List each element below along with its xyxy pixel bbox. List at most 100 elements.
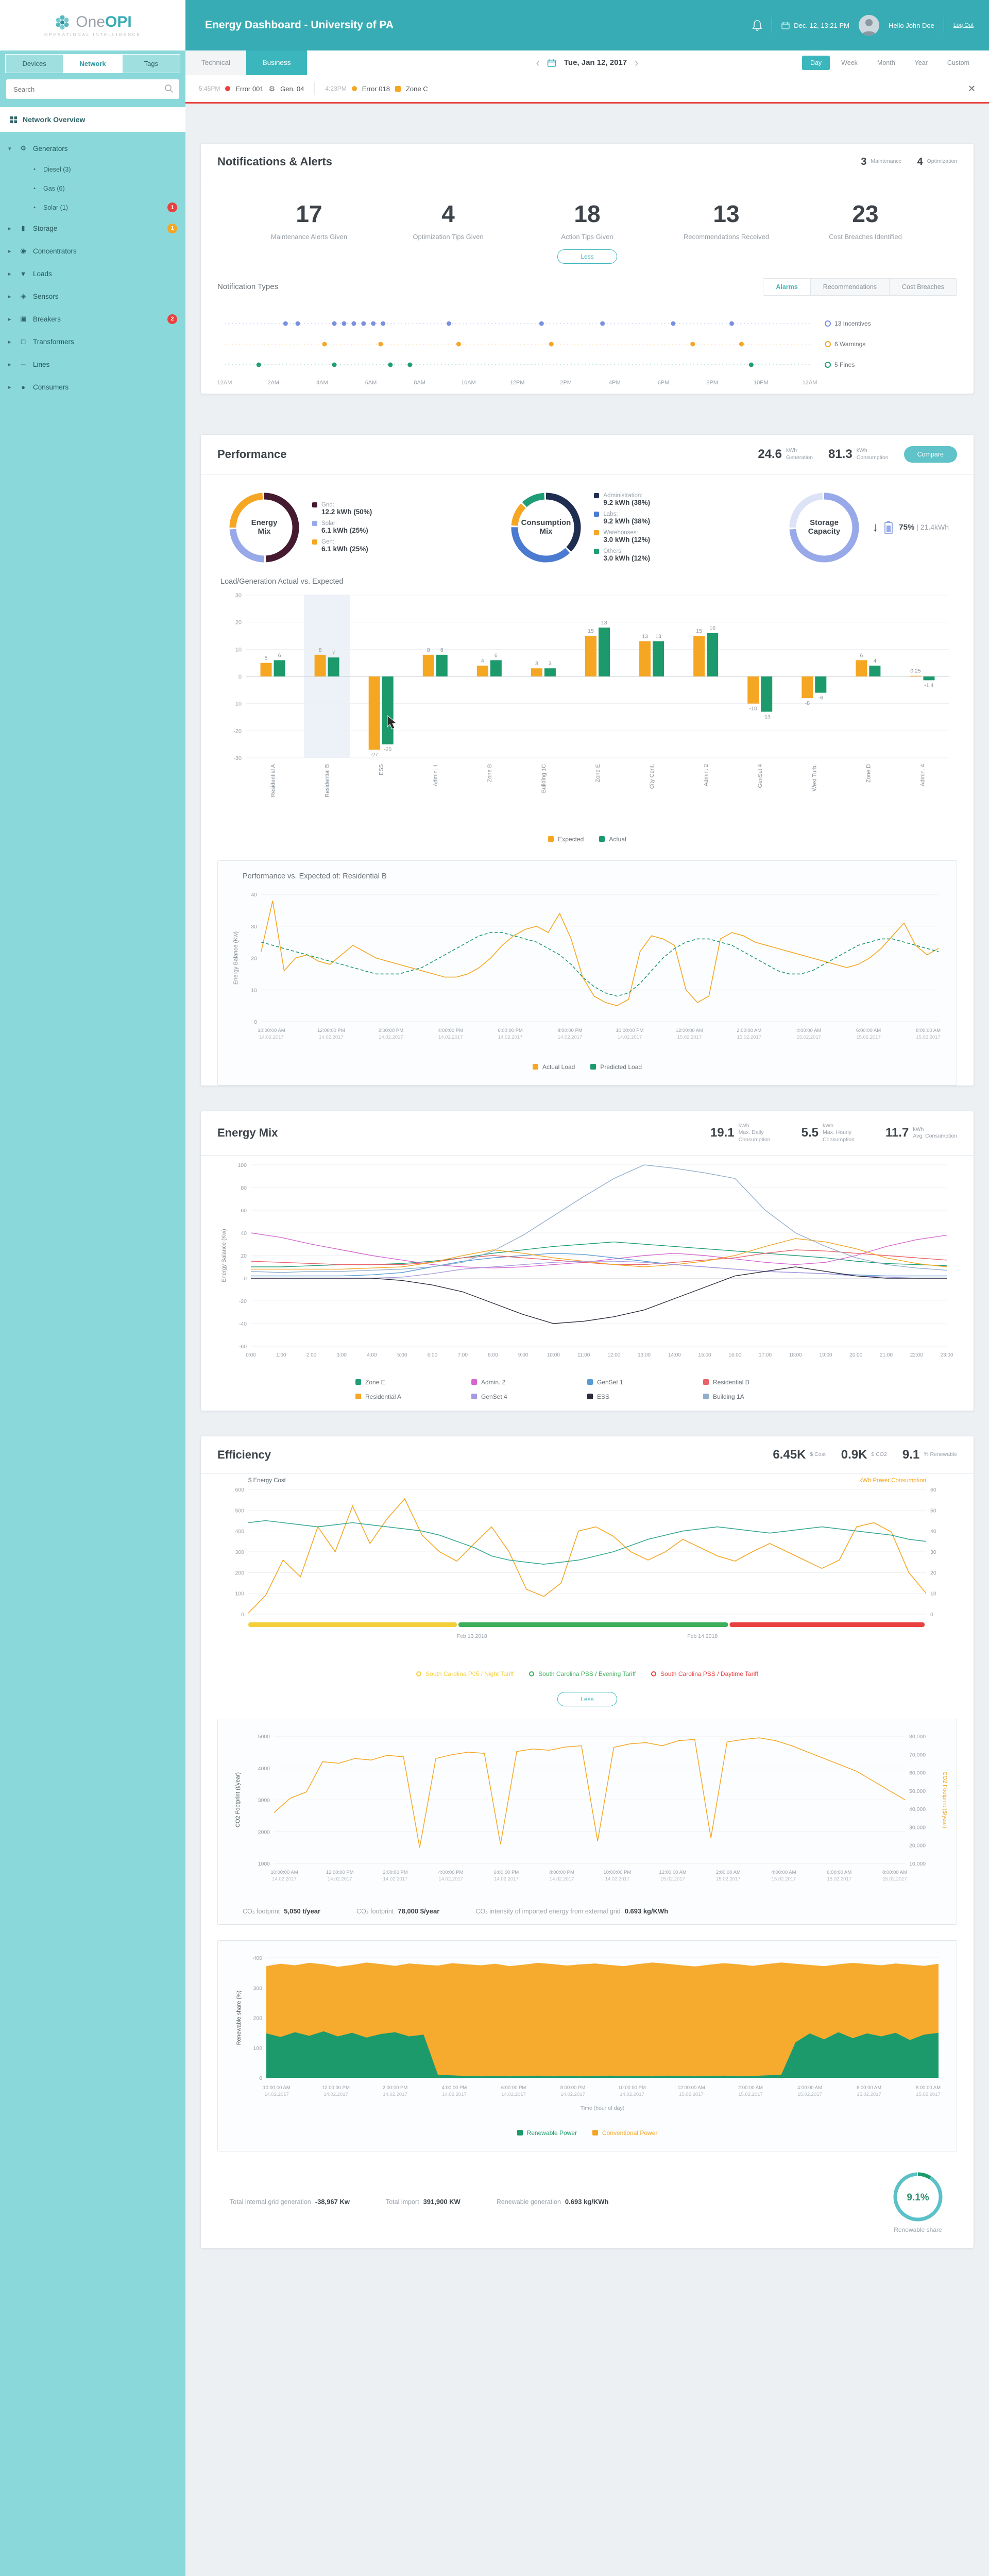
svg-text:14.02.2017: 14.02.2017 xyxy=(558,1035,583,1040)
svg-text:18:00: 18:00 xyxy=(789,1352,802,1358)
sidebar-item-network-overview[interactable]: Network Overview xyxy=(0,107,185,132)
chevron-right-icon[interactable]: ▸ xyxy=(8,293,11,300)
next-day-arrow[interactable]: › xyxy=(635,56,639,69)
stat-optimization-tips-given: 4 Optimization Tips Given xyxy=(391,200,505,242)
legend-item: Solar: 6.1 kWh (25%) xyxy=(312,520,372,534)
svg-text:13: 13 xyxy=(642,633,648,639)
svg-text:10:00:00 AM: 10:00:00 AM xyxy=(258,1028,285,1033)
legend-swatch xyxy=(312,539,317,545)
avatar-image xyxy=(858,15,879,36)
sidebar-item-diesel-3[interactable]: • Diesel (3) xyxy=(0,160,185,179)
load-generation-chart: -30 -20 -10 0 10 20 30 5 6 Residential A 8 7 Residen… xyxy=(201,588,974,832)
close-icon[interactable]: ✕ xyxy=(967,83,976,94)
tab-alarms[interactable]: Alarms xyxy=(763,278,810,295)
svg-text:40: 40 xyxy=(241,1230,247,1236)
logo-flower-icon xyxy=(56,15,69,30)
summary-value: 3 xyxy=(861,156,867,167)
brand-subtitle: OPERATIONAL INTELLIGENCE xyxy=(44,32,142,37)
calendar-icon xyxy=(781,22,790,29)
storage-icon: ▮ xyxy=(21,224,25,232)
tab-cost-breaches[interactable]: Cost Breaches xyxy=(889,278,957,295)
alert-item[interactable]: 4:23PM Error 018 Zone C xyxy=(325,85,428,93)
sidebar-item-gas-6[interactable]: • Gas (6) xyxy=(0,179,185,198)
svg-text:14.02.2017: 14.02.2017 xyxy=(618,1035,642,1040)
range-button-day[interactable]: Day xyxy=(802,55,830,70)
chevron-right-icon[interactable]: ▸ xyxy=(8,225,11,232)
avatar[interactable] xyxy=(858,15,879,36)
co2-chart-svg: 1000 2000 3000 4000 5000 10,000 20,000 30,000 40… xyxy=(235,1734,948,1882)
search-icon[interactable] xyxy=(164,84,174,93)
chevron-right-icon[interactable]: ▸ xyxy=(8,316,11,323)
svg-text:3: 3 xyxy=(535,660,538,667)
svg-text:15.02.2017: 15.02.2017 xyxy=(716,1876,741,1882)
svg-text:6AM: 6AM xyxy=(365,380,377,386)
chevron-right-icon[interactable]: ▸ xyxy=(8,248,11,255)
sidebar-item-solar-1[interactable]: • Solar (1) 1 xyxy=(0,198,185,217)
range-button-week[interactable]: Week xyxy=(841,59,858,66)
current-date-label[interactable]: Tue, Jan 12, 2017 xyxy=(564,58,627,67)
kpi-label: Max. Daily Consumption xyxy=(738,1129,771,1143)
kpi-value: 81.3 xyxy=(828,447,852,461)
sidebar-item-transformers[interactable]: ▸ ◻ Transformers xyxy=(0,330,185,353)
bar-chart-legend: Expected Actual xyxy=(201,832,974,853)
search-input[interactable] xyxy=(6,79,179,99)
sidebar-tab-tags[interactable]: Tags xyxy=(122,54,180,73)
legend-label: Grid: xyxy=(321,502,334,509)
range-button-custom[interactable]: Custom xyxy=(947,59,969,66)
less-button[interactable]: Less xyxy=(557,1691,617,1706)
compare-button[interactable]: Compare xyxy=(903,446,957,463)
chevron-down-icon[interactable]: ▾ xyxy=(8,145,11,152)
tab-recommendations[interactable]: Recommendations xyxy=(810,278,890,295)
sidebar-tab-devices[interactable]: Devices xyxy=(5,54,64,73)
tab-technical[interactable]: Technical xyxy=(185,50,246,75)
chevron-right-icon[interactable]: ▸ xyxy=(8,384,11,391)
app-logo[interactable]: OneOPI OPERATIONAL INTELLIGENCE xyxy=(0,0,185,50)
chevron-right-icon[interactable]: ▸ xyxy=(8,338,11,345)
svg-text:2000: 2000 xyxy=(258,1829,270,1835)
sidebar-item-loads[interactable]: ▸ ▼ Loads xyxy=(0,262,185,285)
sidebar-item-generators[interactable]: ▾ ⚙ Generators xyxy=(0,137,185,160)
svg-text:15.02.2017: 15.02.2017 xyxy=(738,2092,763,2097)
prev-day-arrow[interactable]: ‹ xyxy=(536,56,540,69)
tab-business[interactable]: Business xyxy=(246,50,307,75)
kpi-unit: kWh xyxy=(786,447,797,454)
legend-value: 3.0 kWh (12%) xyxy=(603,554,651,563)
calendar-icon xyxy=(548,59,556,67)
kpi-value: 5.5 xyxy=(801,1126,819,1140)
logout-link[interactable]: Log Out xyxy=(953,22,974,28)
alert-item[interactable]: 5:45PM Error 001 ⚙ Gen. 04 xyxy=(199,84,304,93)
stat-label: Maintenance Alerts Given xyxy=(270,233,348,241)
svg-text:4:00:00 PM: 4:00:00 PM xyxy=(438,1870,464,1875)
legend-swatch xyxy=(532,1063,538,1070)
sidebar-item-sensors[interactable]: ▸ ◈ Sensors xyxy=(0,285,185,308)
sidebar-item-consumers[interactable]: ▸ ● Consumers xyxy=(0,376,185,398)
svg-text:30: 30 xyxy=(930,1549,936,1555)
sidebar-item-concentrators[interactable]: ▸ ◉ Concentrators xyxy=(0,240,185,262)
chevron-right-icon[interactable]: ▸ xyxy=(8,270,11,277)
svg-text:13:00: 13:00 xyxy=(638,1352,651,1358)
svg-text:15.02.2017: 15.02.2017 xyxy=(916,1035,941,1040)
sidebar-item-lines[interactable]: ▸ ─ Lines xyxy=(0,353,185,376)
svg-text:7:00: 7:00 xyxy=(457,1352,468,1358)
bell-icon[interactable] xyxy=(752,20,762,31)
svg-text:6: 6 xyxy=(494,652,498,658)
sidebar-item-storage[interactable]: ▸ ▮ Storage 1 xyxy=(0,217,185,240)
sidebar-item-breakers[interactable]: ▸ ▣ Breakers 2 xyxy=(0,308,185,330)
chevron-right-icon[interactable]: ▸ xyxy=(8,361,11,368)
sidebar-tab-network[interactable]: Network xyxy=(63,54,122,73)
svg-text:6PM: 6PM xyxy=(658,380,670,386)
svg-text:-6: -6 xyxy=(819,694,823,701)
donut-storage-capacity: Storage Capacity ↓ 75% | 21.4kWh xyxy=(786,489,949,566)
svg-text:14.02.2017: 14.02.2017 xyxy=(259,1035,284,1040)
svg-text:15.02.2017: 15.02.2017 xyxy=(677,1035,702,1040)
range-button-month[interactable]: Month xyxy=(877,59,895,66)
gas-6-icon: • xyxy=(33,185,36,192)
svg-text:5 Fines: 5 Fines xyxy=(834,361,855,368)
legend-dot xyxy=(529,1671,535,1676)
kpi-label: $ Cost xyxy=(810,1451,826,1458)
storage-meta: ↓ 75% | 21.4kWh xyxy=(872,520,949,535)
range-button-year[interactable]: Year xyxy=(914,59,928,66)
legend-swatch xyxy=(594,530,600,536)
less-button[interactable]: Less xyxy=(557,249,617,264)
